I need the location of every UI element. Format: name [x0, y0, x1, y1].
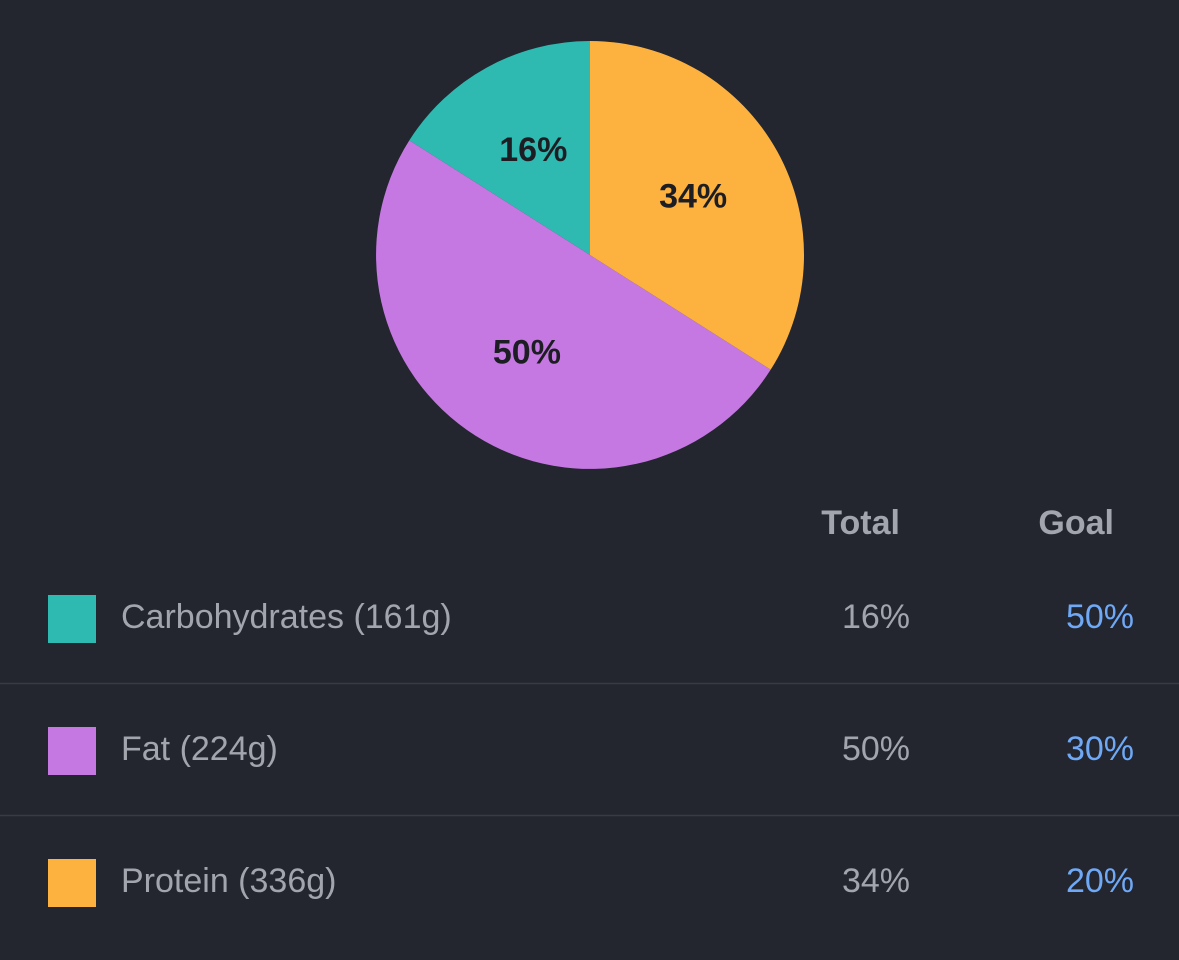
slice-label: 34%	[659, 177, 727, 215]
total-value: 16%	[842, 598, 910, 636]
pie-slice	[376, 140, 771, 469]
total-value: 50%	[842, 730, 910, 768]
goal-value[interactable]: 50%	[1066, 598, 1134, 636]
slice-label: 50%	[493, 333, 561, 371]
legend-swatch	[48, 595, 96, 643]
total-value: 34%	[842, 862, 910, 900]
legend-swatch	[48, 727, 96, 775]
legend-swatch	[48, 859, 96, 907]
pie-slice	[409, 41, 590, 255]
column-header: Total	[821, 504, 900, 542]
column-header: Goal	[1038, 504, 1114, 542]
goal-value[interactable]: 30%	[1066, 730, 1134, 768]
row-label: Carbohydrates (161g)	[121, 598, 452, 636]
goal-value[interactable]: 20%	[1066, 862, 1134, 900]
slice-label: 16%	[499, 131, 567, 169]
row-label: Protein (336g)	[121, 862, 336, 900]
row-label: Fat (224g)	[121, 730, 278, 768]
pie-slice	[590, 41, 804, 370]
